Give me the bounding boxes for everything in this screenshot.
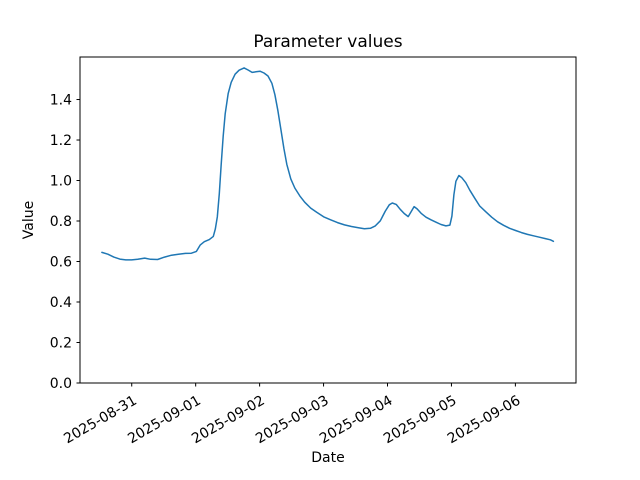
x-axis-label: Date: [311, 450, 345, 466]
y-tick-label: 0.2: [50, 336, 72, 352]
y-tick-label: 0.8: [50, 214, 72, 230]
y-tick-label: 0.0: [50, 376, 72, 392]
y-tick-label: 1.2: [50, 133, 72, 149]
y-tick-label: 1.4: [50, 93, 72, 109]
y-tick-label: 0.4: [50, 295, 72, 311]
y-tick-label: 0.6: [50, 255, 72, 271]
axes-border: [79, 56, 577, 384]
y-axis-label: Value: [21, 200, 37, 240]
x-tick-label: 2025-09-06: [445, 393, 524, 448]
chart-title: Parameter values: [253, 32, 403, 52]
y-tick-label: 1.0: [50, 174, 72, 190]
data-series-line: [101, 67, 555, 261]
